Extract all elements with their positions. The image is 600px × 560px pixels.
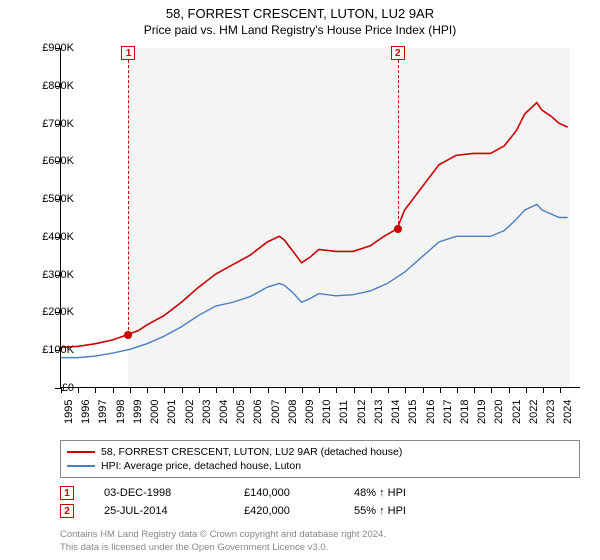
sale-marker-icon: 1 bbox=[60, 486, 74, 500]
x-axis-label: 2017 bbox=[442, 400, 454, 424]
sale-row: 1 03-DEC-1998 £140,000 48% ↑ HPI bbox=[60, 484, 580, 502]
x-axis-label: 2010 bbox=[321, 400, 333, 424]
y-axis-label: £200K bbox=[42, 306, 74, 318]
y-axis-label: £800K bbox=[42, 80, 74, 92]
chart-plot-area: 12 bbox=[60, 48, 580, 388]
x-axis-label: 1998 bbox=[115, 400, 127, 424]
chart-lines-svg bbox=[61, 48, 580, 387]
x-axis-label: 2002 bbox=[184, 400, 196, 424]
legend-label: HPI: Average price, detached house, Luto… bbox=[101, 460, 301, 472]
x-axis-label: 1995 bbox=[63, 400, 75, 424]
x-axis-label: 2015 bbox=[407, 400, 419, 424]
sale-price: £140,000 bbox=[244, 487, 324, 499]
sale-marker-dot bbox=[394, 225, 402, 233]
series-line-price_paid bbox=[61, 103, 567, 348]
sale-marker-icon: 2 bbox=[60, 504, 74, 518]
legend-swatch bbox=[67, 465, 95, 467]
footer-line: This data is licensed under the Open Gov… bbox=[60, 542, 386, 554]
x-axis-label: 2001 bbox=[166, 400, 178, 424]
legend-box: 58, FORREST CRESCENT, LUTON, LU2 9AR (de… bbox=[60, 440, 580, 478]
sale-marker-line bbox=[128, 60, 129, 335]
x-axis-label: 1999 bbox=[132, 400, 144, 424]
x-axis-label: 2022 bbox=[528, 400, 540, 424]
y-axis-label: £100K bbox=[42, 344, 74, 356]
x-axis-label: 2024 bbox=[562, 400, 574, 424]
sale-marker-dot bbox=[124, 331, 132, 339]
legend-swatch bbox=[67, 451, 95, 453]
y-axis-label: £0 bbox=[62, 382, 74, 394]
y-axis-label: £500K bbox=[42, 193, 74, 205]
footer-line: Contains HM Land Registry data © Crown c… bbox=[60, 529, 386, 541]
y-axis-label: £900K bbox=[42, 42, 74, 54]
y-axis-label: £400K bbox=[42, 231, 74, 243]
x-axis-label: 2006 bbox=[252, 400, 264, 424]
x-axis-label: 2011 bbox=[338, 400, 350, 424]
sale-marker-box: 2 bbox=[391, 46, 405, 60]
x-axis-label: 1997 bbox=[97, 400, 109, 424]
x-axis-label: 2013 bbox=[373, 400, 385, 424]
legend-label: 58, FORREST CRESCENT, LUTON, LU2 9AR (de… bbox=[101, 446, 402, 458]
sale-date: 25-JUL-2014 bbox=[104, 505, 214, 517]
x-axis-label: 2018 bbox=[459, 400, 471, 424]
sale-row: 2 25-JUL-2014 £420,000 55% ↑ HPI bbox=[60, 502, 580, 520]
x-axis-label: 2008 bbox=[287, 400, 299, 424]
x-axis-label: 2003 bbox=[201, 400, 213, 424]
legend-item: HPI: Average price, detached house, Luto… bbox=[67, 459, 573, 473]
legend-item: 58, FORREST CRESCENT, LUTON, LU2 9AR (de… bbox=[67, 445, 573, 459]
chart-container: 58, FORREST CRESCENT, LUTON, LU2 9AR Pri… bbox=[0, 0, 600, 560]
y-axis-label: £600K bbox=[42, 155, 74, 167]
x-axis-label: 2000 bbox=[149, 400, 161, 424]
sales-table: 1 03-DEC-1998 £140,000 48% ↑ HPI 2 25-JU… bbox=[60, 484, 580, 520]
sale-diff: 55% ↑ HPI bbox=[354, 505, 444, 517]
sale-marker-box: 1 bbox=[121, 46, 135, 60]
x-axis-label: 2014 bbox=[390, 400, 402, 424]
sale-date: 03-DEC-1998 bbox=[104, 487, 214, 499]
x-axis-label: 2005 bbox=[235, 400, 247, 424]
series-line-hpi bbox=[61, 204, 567, 357]
x-axis-label: 2020 bbox=[493, 400, 505, 424]
x-axis-label: 2007 bbox=[270, 400, 282, 424]
x-axis-label: 2012 bbox=[356, 400, 368, 424]
sale-diff: 48% ↑ HPI bbox=[354, 487, 444, 499]
x-axis-label: 2009 bbox=[304, 400, 316, 424]
chart-subtitle: Price paid vs. HM Land Registry's House … bbox=[0, 21, 600, 41]
x-axis-label: 2019 bbox=[476, 400, 488, 424]
x-axis-label: 2023 bbox=[545, 400, 557, 424]
y-axis-label: £300K bbox=[42, 269, 74, 281]
x-axis-label: 2004 bbox=[218, 400, 230, 424]
sale-marker-line bbox=[398, 60, 399, 229]
x-axis-label: 1996 bbox=[80, 400, 92, 424]
chart-title: 58, FORREST CRESCENT, LUTON, LU2 9AR bbox=[0, 0, 600, 21]
y-axis-label: £700K bbox=[42, 118, 74, 130]
x-axis-label: 2016 bbox=[425, 400, 437, 424]
footer-attribution: Contains HM Land Registry data © Crown c… bbox=[60, 529, 386, 554]
sale-price: £420,000 bbox=[244, 505, 324, 517]
x-axis-label: 2021 bbox=[511, 400, 523, 424]
